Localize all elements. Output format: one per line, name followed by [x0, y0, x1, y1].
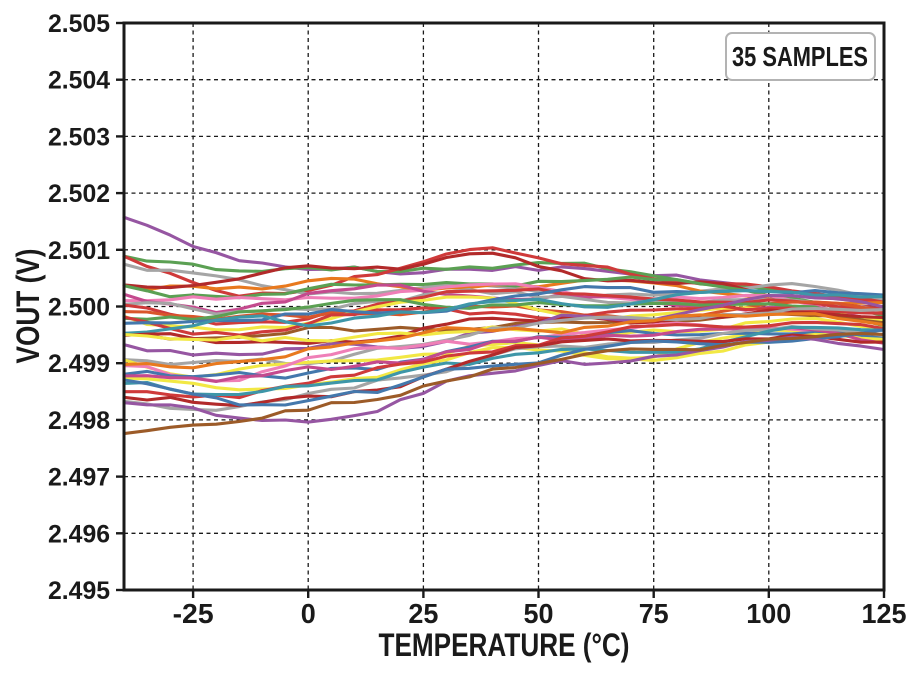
svg-text:2.500: 2.500 [48, 294, 110, 322]
svg-text:125: 125 [862, 598, 907, 629]
svg-text:2.504: 2.504 [48, 67, 110, 95]
svg-text:2.497: 2.497 [48, 464, 110, 492]
svg-text:0: 0 [301, 598, 316, 629]
svg-text:2.505: 2.505 [48, 10, 110, 38]
svg-text:25: 25 [408, 598, 438, 629]
svg-text:2.496: 2.496 [48, 520, 110, 548]
svg-text:100: 100 [746, 598, 791, 629]
svg-text:2.502: 2.502 [48, 180, 110, 208]
svg-text:50: 50 [524, 598, 554, 629]
svg-text:2.503: 2.503 [48, 123, 110, 151]
svg-text:-25: -25 [173, 598, 214, 629]
svg-text:2.495: 2.495 [48, 577, 110, 605]
svg-text:TEMPERATURE (°C): TEMPERATURE (°C) [379, 627, 630, 663]
svg-text:75: 75 [639, 598, 669, 629]
svg-text:2.501: 2.501 [48, 237, 110, 265]
svg-text:35 SAMPLES: 35 SAMPLES [732, 41, 868, 72]
svg-text:VOUT (V): VOUT (V) [10, 249, 46, 364]
svg-text:2.498: 2.498 [48, 407, 110, 435]
svg-text:2.499: 2.499 [48, 350, 110, 378]
